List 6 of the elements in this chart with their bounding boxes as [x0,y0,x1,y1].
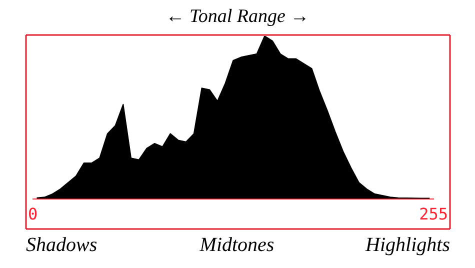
text: Highlights [366,234,450,256]
x-tick-label: 255 [419,204,448,224]
chart-title: ← Tonal Range → [164,6,310,28]
x-tick-label: 0 [28,204,38,224]
text: Midtones [198,234,276,257]
text: Shadows [26,234,98,256]
